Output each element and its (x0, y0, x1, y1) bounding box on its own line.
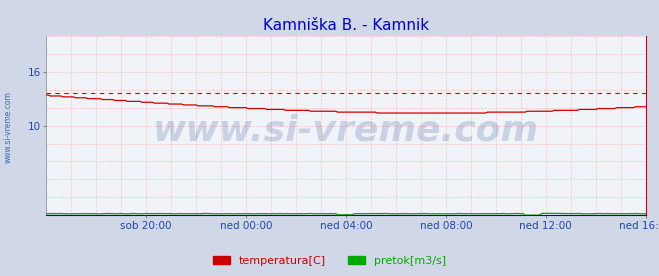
Legend: temperatura[C], pretok[m3/s]: temperatura[C], pretok[m3/s] (209, 251, 450, 270)
Text: www.si-vreme.com: www.si-vreme.com (153, 114, 539, 148)
Title: Kamniška B. - Kamnik: Kamniška B. - Kamnik (263, 18, 429, 33)
Text: www.si-vreme.com: www.si-vreme.com (3, 91, 13, 163)
